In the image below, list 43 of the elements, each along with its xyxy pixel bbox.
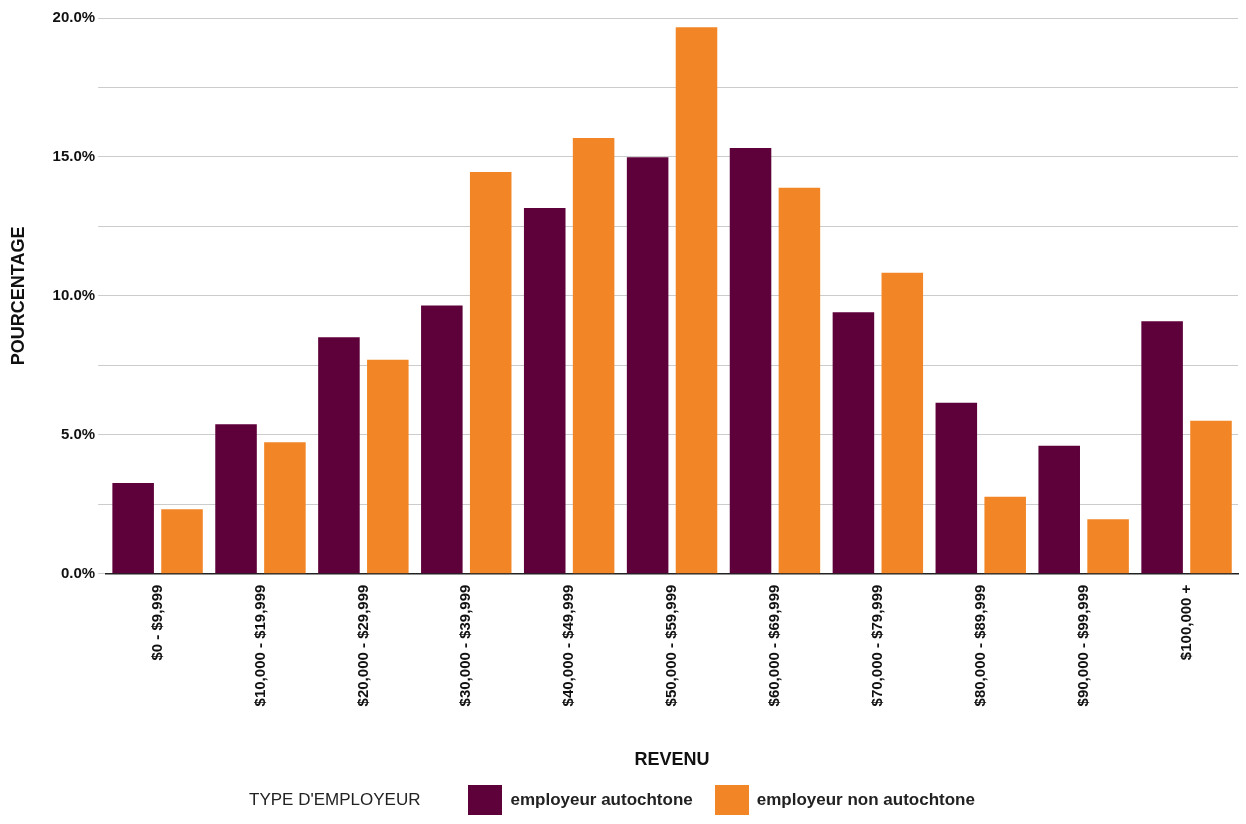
- bar: [778, 187, 821, 574]
- bar: [421, 305, 463, 574]
- bar: [1190, 420, 1232, 574]
- x-tick-label: $50,000 - $59,999: [662, 584, 680, 707]
- x-axis-title: REVENU: [634, 749, 710, 770]
- x-tick-label: $40,000 - $49,999: [559, 584, 577, 707]
- bar: [264, 442, 306, 574]
- x-tick-label: $20,000 - $29,999: [353, 584, 371, 707]
- y-tick-label: 15.0%: [52, 147, 96, 165]
- x-tick-label: $70,000 - $79,999: [868, 584, 885, 707]
- bar: [984, 496, 1026, 574]
- x-tick-label: $60,000 - $69,999: [765, 584, 783, 707]
- bar: [318, 337, 360, 574]
- bar: [626, 157, 669, 574]
- y-axis-title: POURCENTAGE: [7, 226, 28, 366]
- bar: [832, 312, 875, 574]
- x-tick-label: $10,000 - $19,999: [250, 584, 268, 707]
- y-tick-label: 5.0%: [60, 424, 96, 442]
- x-tick-label: $90,000 - $99,999: [1073, 584, 1091, 707]
- bar: [1038, 445, 1080, 574]
- bar: [1141, 321, 1183, 574]
- bar: [935, 402, 978, 574]
- bar: [881, 272, 924, 574]
- bar: [729, 148, 772, 574]
- x-tick-label: $100,000 +: [1176, 584, 1194, 661]
- bar: [469, 171, 512, 574]
- bar: [1087, 519, 1129, 574]
- bar: [572, 138, 615, 574]
- y-tick-label: 10.0%: [52, 285, 96, 303]
- bar: [112, 483, 154, 574]
- bar: [161, 509, 203, 574]
- x-tick-label: $80,000 - $89,999: [970, 584, 988, 707]
- bar: [367, 359, 409, 574]
- legend-label: employeur non autochtone: [756, 790, 975, 810]
- y-tick-label: 20.0%: [52, 8, 96, 26]
- legend-label: employeur autochtone: [510, 790, 693, 810]
- x-tick-label: $30,000 - $39,999: [456, 584, 474, 707]
- y-tick-label: 0.0%: [60, 563, 96, 581]
- bar: [215, 424, 257, 574]
- legend-title: TYPE D'EMPLOYEUR: [249, 790, 421, 810]
- bar: [523, 208, 566, 574]
- bar: [675, 27, 718, 574]
- x-tick-label: $0 - $9,999: [147, 584, 165, 661]
